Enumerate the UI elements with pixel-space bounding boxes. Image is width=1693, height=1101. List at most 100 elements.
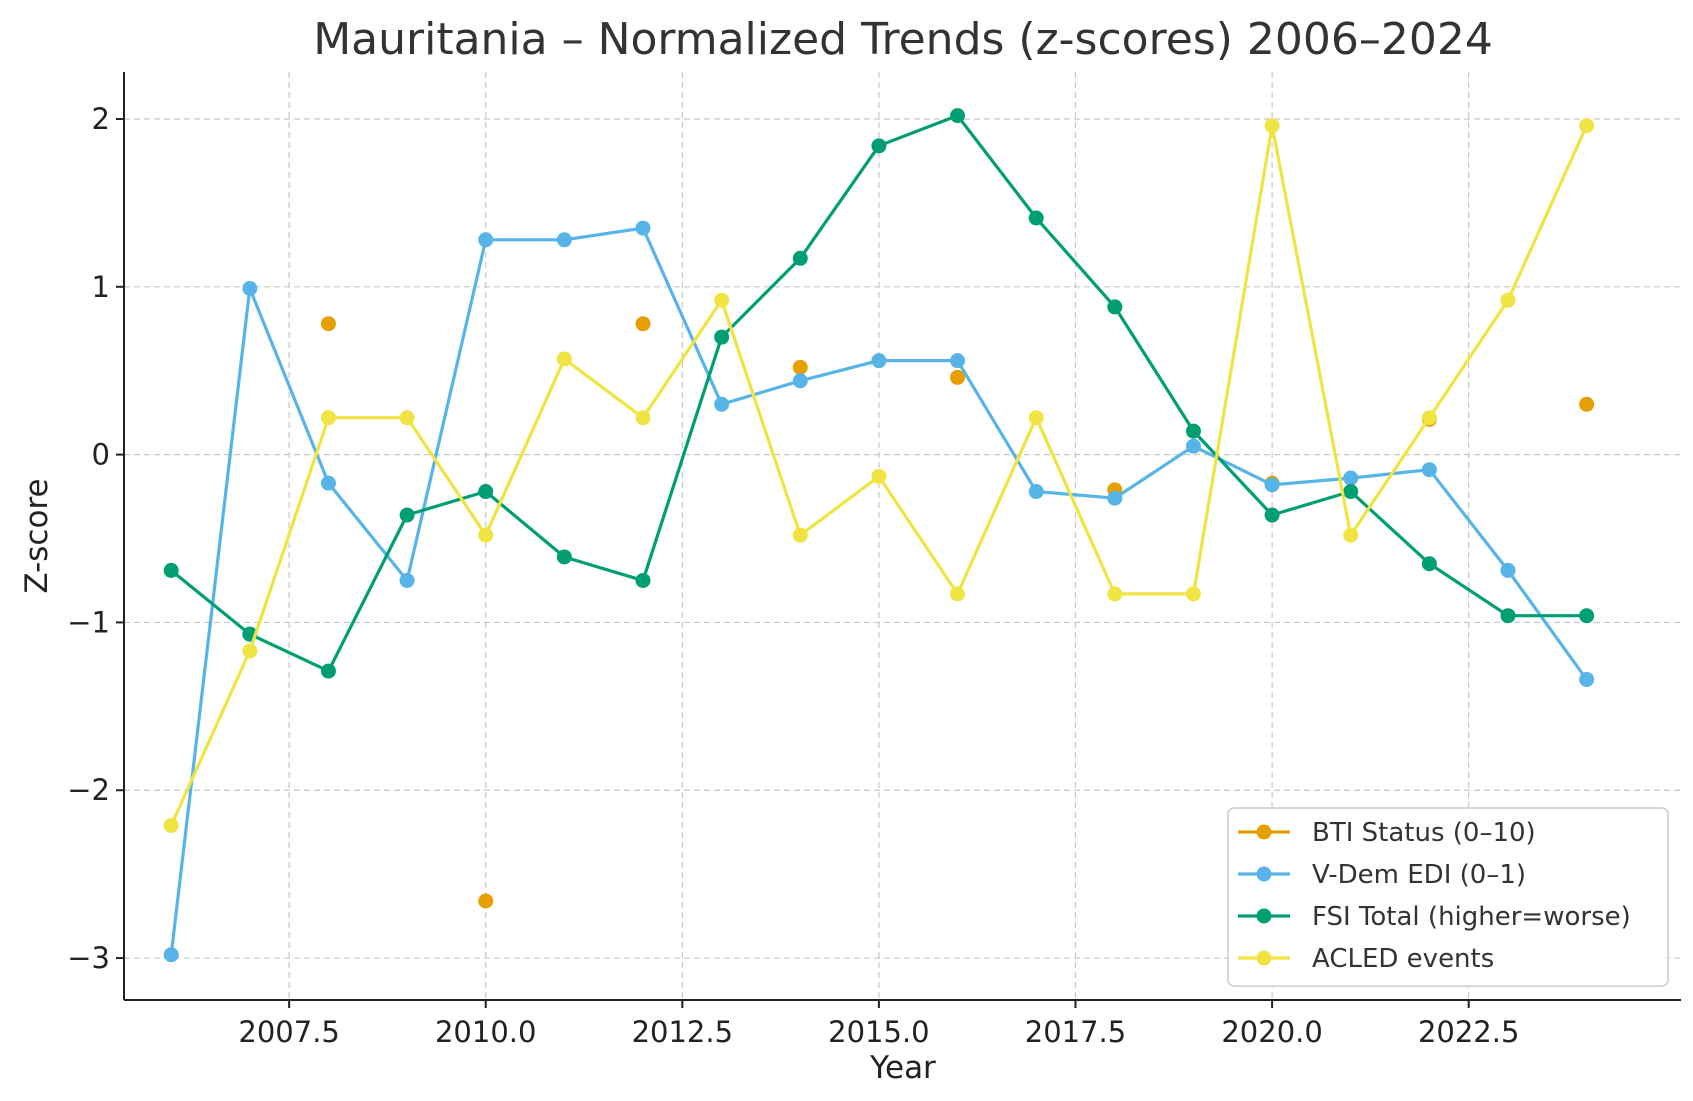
y-tick-label: −1: [67, 605, 110, 639]
y-axis-label: Z-score: [19, 478, 55, 593]
legend-items: BTI Status (0–10) V-Dem EDI (0–1) FSI Tota…: [1238, 818, 1631, 974]
data-point: [1264, 118, 1280, 134]
data-point: [1107, 490, 1123, 506]
legend-item: ACLED events: [1238, 944, 1494, 974]
data-point: [242, 280, 258, 296]
axis-ticks: 2007.5 2010.0 2012.5 2015.0 2017.5 2020.0 2022…: [67, 102, 1519, 1049]
data-point: [556, 232, 572, 248]
data-point: [1421, 556, 1437, 572]
legend-item: V-Dem EDI (0–1): [1238, 860, 1526, 890]
data-point: [1264, 507, 1280, 523]
legend-label: BTI Status (0–10): [1312, 818, 1536, 848]
data-point: [950, 369, 966, 385]
data-point: [1500, 292, 1516, 308]
data-point: [1185, 423, 1201, 439]
x-tick-label: 2007.5: [238, 1015, 339, 1049]
data-point: [163, 947, 179, 963]
data-point: [1579, 396, 1595, 412]
x-tick-label: 2015.0: [828, 1015, 929, 1049]
data-point: [871, 138, 887, 154]
data-point: [792, 527, 808, 543]
data-point: [1500, 562, 1516, 578]
legend-label: ACLED events: [1312, 944, 1494, 974]
legend-marker: [1256, 866, 1272, 882]
x-tick-label: 2017.5: [1025, 1015, 1126, 1049]
legend: BTI Status (0–10) V-Dem EDI (0–1) FSI Tota…: [1227, 807, 1669, 987]
data-point: [950, 108, 966, 124]
data-point: [478, 232, 494, 248]
legend-marker: [1256, 824, 1272, 840]
x-tick-label: 2012.5: [632, 1015, 733, 1049]
legend-item: BTI Status (0–10): [1238, 818, 1536, 848]
data-point: [399, 572, 415, 588]
data-point: [714, 292, 730, 308]
data-point: [635, 572, 651, 588]
data-point: [1264, 477, 1280, 493]
y-tick-label: −2: [67, 773, 110, 807]
data-point: [320, 663, 336, 679]
data-point: [1185, 438, 1201, 454]
data-point: [1028, 410, 1044, 426]
x-tick-label: 2020.0: [1221, 1015, 1322, 1049]
legend-marker: [1256, 908, 1272, 924]
data-point: [1579, 671, 1595, 687]
legend-box: [1227, 807, 1669, 987]
data-point: [1343, 484, 1359, 500]
data-point: [871, 353, 887, 369]
data-point: [478, 893, 494, 909]
data-point: [478, 484, 494, 500]
data-point: [714, 396, 730, 412]
data-point: [399, 410, 415, 426]
data-point: [635, 410, 651, 426]
data-point: [556, 351, 572, 367]
data-point: [871, 468, 887, 484]
data-point: [1421, 462, 1437, 478]
series: [163, 108, 1595, 963]
data-point: [399, 507, 415, 523]
data-point: [1579, 118, 1595, 134]
data-point: [950, 353, 966, 369]
axes: [123, 72, 1681, 1001]
y-tick-label: 1: [92, 270, 110, 304]
data-point: [950, 586, 966, 602]
legend-label: V-Dem EDI (0–1): [1312, 860, 1526, 890]
legend-marker: [1256, 950, 1272, 966]
data-point: [320, 316, 336, 332]
data-point: [714, 329, 730, 345]
data-point: [1107, 299, 1123, 315]
data-point: [792, 359, 808, 375]
data-point: [1421, 410, 1437, 426]
chart-title: Mauritania – Normalized Trends (z-scores…: [313, 14, 1493, 65]
x-tick-label: 2022.5: [1418, 1015, 1519, 1049]
x-tick-label: 2010.0: [435, 1015, 536, 1049]
data-point: [1343, 527, 1359, 543]
series-2: [163, 108, 1595, 679]
data-point: [792, 250, 808, 266]
data-point: [1028, 484, 1044, 500]
y-tick-label: 0: [92, 438, 110, 472]
grid-lines: [124, 72, 1681, 1000]
series-1: [163, 220, 1595, 963]
x-axis-label: Year: [869, 1050, 936, 1086]
data-point: [1028, 210, 1044, 226]
data-point: [320, 410, 336, 426]
data-point: [242, 643, 258, 659]
data-point: [556, 549, 572, 565]
data-point: [320, 475, 336, 491]
data-point: [1500, 608, 1516, 624]
data-point: [163, 817, 179, 833]
legend-item: FSI Total (higher=worse): [1238, 902, 1631, 932]
data-point: [792, 373, 808, 389]
data-point: [1343, 470, 1359, 486]
y-tick-label: 2: [92, 102, 110, 136]
legend-label: FSI Total (higher=worse): [1312, 902, 1631, 932]
data-point: [1579, 608, 1595, 624]
data-point: [635, 316, 651, 332]
series-3: [163, 118, 1595, 833]
data-point: [1185, 586, 1201, 602]
data-point: [1107, 586, 1123, 602]
data-point: [635, 220, 651, 236]
data-point: [163, 562, 179, 578]
